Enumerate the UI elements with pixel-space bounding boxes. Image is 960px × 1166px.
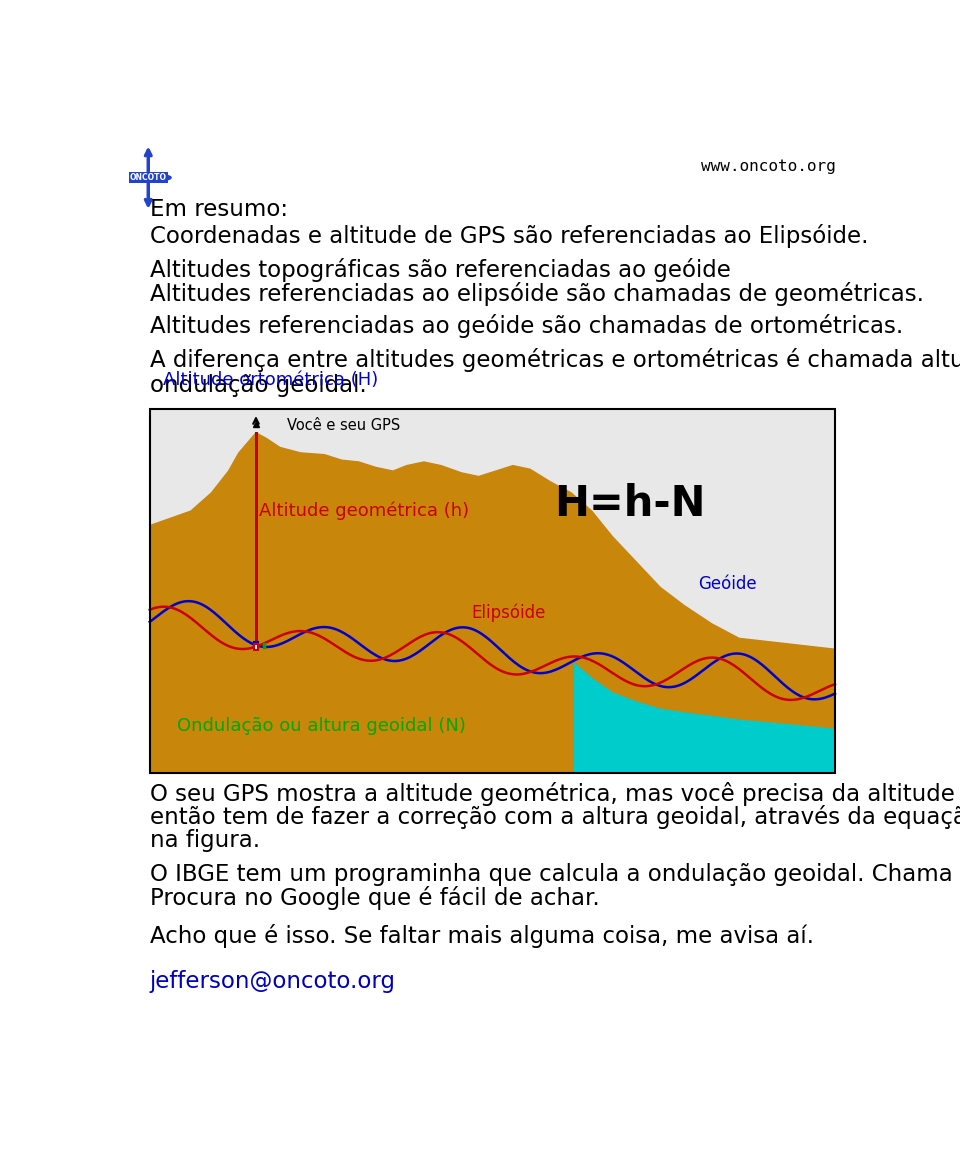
Text: ONCOTO: ONCOTO xyxy=(130,173,167,182)
Text: O IBGE tem um programinha que calcula a ondulação geoidal. Chama MapGeo.: O IBGE tem um programinha que calcula a … xyxy=(150,863,960,886)
Bar xyxy=(150,409,835,773)
Text: Altitude ortométrica (H): Altitude ortométrica (H) xyxy=(163,371,378,389)
Bar xyxy=(253,642,258,647)
Text: Procura no Google que é fácil de achar.: Procura no Google que é fácil de achar. xyxy=(150,886,599,909)
Text: Ondulação ou altura geoidal (N): Ondulação ou altura geoidal (N) xyxy=(178,717,466,735)
Text: Você e seu GPS: Você e seu GPS xyxy=(287,419,400,433)
Text: H=h-N: H=h-N xyxy=(554,483,706,525)
Text: ondulação geoidal.: ondulação geoidal. xyxy=(150,374,367,398)
Polygon shape xyxy=(575,663,835,773)
Text: na figura.: na figura. xyxy=(150,829,260,851)
Text: Acho que é isso. Se faltar mais alguma coisa, me avisa aí.: Acho que é isso. Se faltar mais alguma c… xyxy=(150,925,814,948)
Text: Geóide: Geóide xyxy=(698,575,756,592)
Text: jefferson@oncoto.org: jefferson@oncoto.org xyxy=(150,970,396,992)
Polygon shape xyxy=(150,433,835,773)
Bar xyxy=(150,409,835,773)
Text: Altitudes topográficas são referenciadas ao geóide: Altitudes topográficas são referenciadas… xyxy=(150,258,731,282)
Text: Altitude geométrica (h): Altitude geométrica (h) xyxy=(259,501,469,520)
Text: Em resumo:: Em resumo: xyxy=(150,197,288,220)
Text: Altitudes referenciadas ao elipsóide são chamadas de geométricas.: Altitudes referenciadas ao elipsóide são… xyxy=(150,282,924,307)
Text: Altitudes referenciadas ao geóide são chamadas de ortométricas.: Altitudes referenciadas ao geóide são ch… xyxy=(150,314,903,338)
Bar xyxy=(253,644,258,649)
Text: A diferença entre altitudes geométricas e ortométricas é chamada altura geoidal : A diferença entre altitudes geométricas … xyxy=(150,347,960,372)
Text: Coordenadas e altitude de GPS são referenciadas ao Elipsóide.: Coordenadas e altitude de GPS são refere… xyxy=(150,224,868,248)
Text: www.oncoto.org: www.oncoto.org xyxy=(701,160,836,175)
Text: O seu GPS mostra a altitude geométrica, mas você precisa da altitude ortométrica: O seu GPS mostra a altitude geométrica, … xyxy=(150,781,960,806)
Text: Elipsóide: Elipsóide xyxy=(471,604,546,623)
Text: então tem de fazer a correção com a altura geoidal, através da equação mostrada: então tem de fazer a correção com a altu… xyxy=(150,805,960,829)
